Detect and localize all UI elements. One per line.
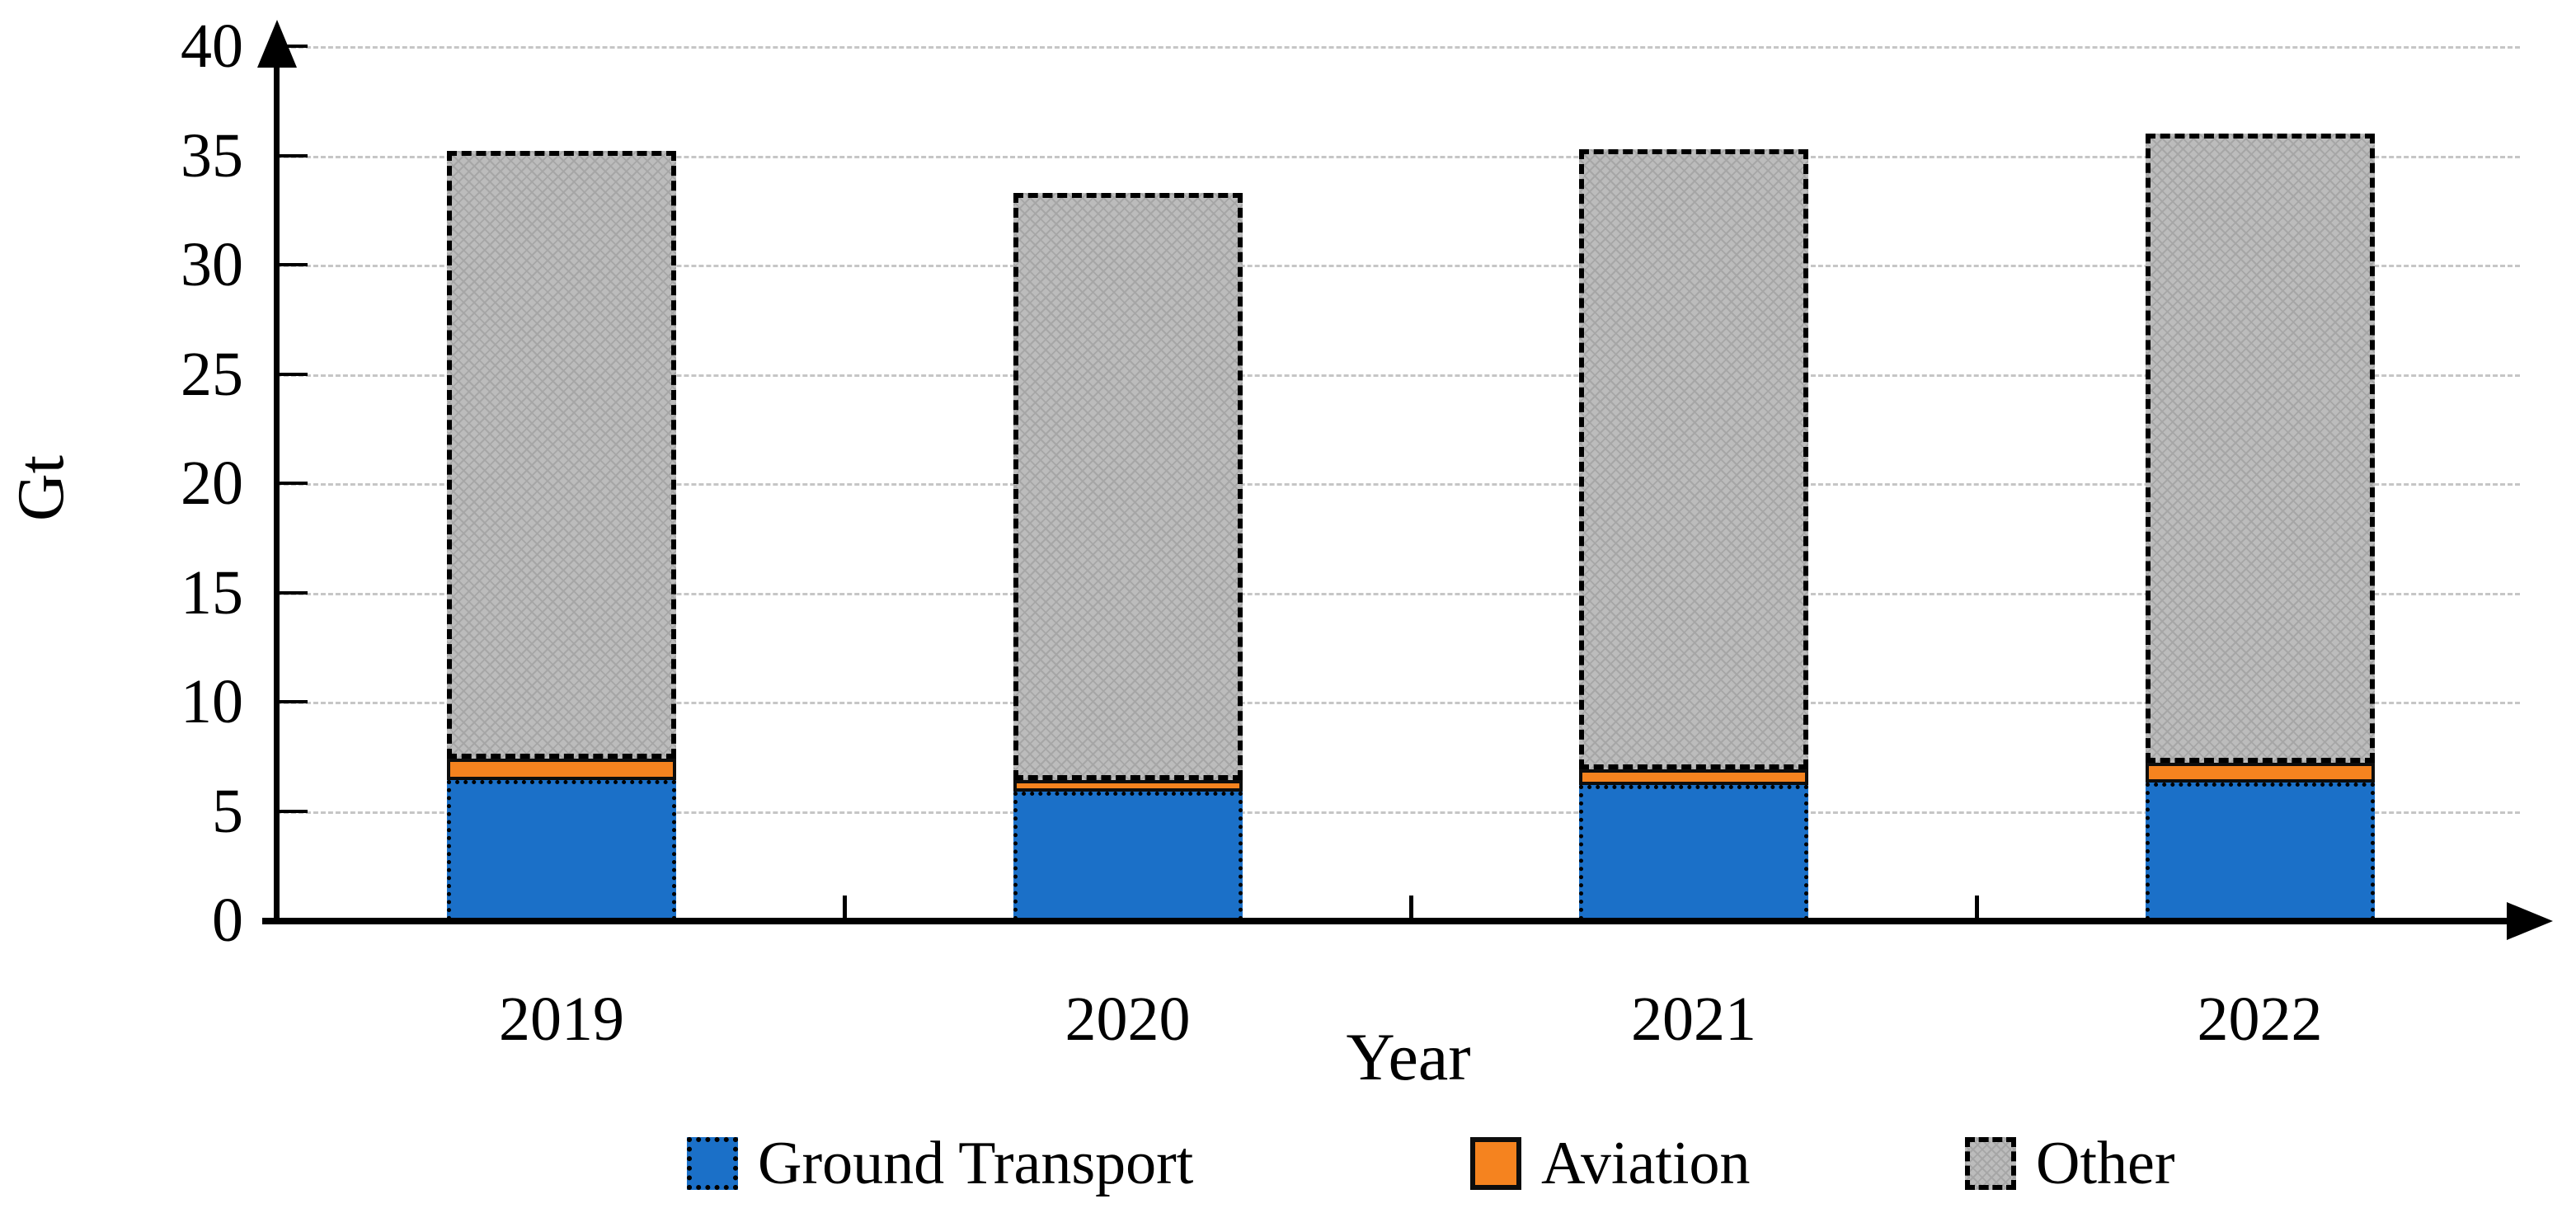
y-tick-10 <box>276 700 308 703</box>
y-tick-20 <box>276 482 308 485</box>
gridline-15 <box>276 592 2520 595</box>
legend-swatch-aviation-icon <box>1470 1137 1521 1190</box>
bar-group-2020 <box>1013 192 1243 920</box>
y-axis-line <box>274 56 280 924</box>
x-axis-separator-tick-2 <box>1408 896 1413 920</box>
y-tick-30 <box>276 263 308 266</box>
x-axis-separator-tick-3 <box>1975 896 1980 920</box>
legend-label-other: Other <box>2036 1130 2175 1197</box>
bar-segment-2021-aviation <box>1579 769 1808 785</box>
legend-item-other: Other <box>1965 1131 2175 1196</box>
bar-segment-2020-other <box>1013 192 1243 781</box>
x-axis-arrow-icon <box>2507 902 2553 940</box>
legend-swatch-other-icon <box>1965 1137 2016 1190</box>
y-tick-label-5: 5 <box>212 776 243 846</box>
y-tick-35 <box>276 153 308 157</box>
y-tick-label-40: 40 <box>181 12 243 81</box>
y-tick-label-10: 10 <box>181 667 243 736</box>
bar-segment-2020-aviation <box>1013 780 1243 792</box>
y-tick-15 <box>276 590 308 595</box>
bar-group-2019 <box>447 151 676 920</box>
bar-segment-2019-ground-transport <box>447 780 676 920</box>
legend-item-aviation: Aviation <box>1470 1131 1750 1196</box>
bar-group-2021 <box>1579 148 1808 920</box>
x-axis-line <box>262 918 2509 924</box>
bar-segment-2022-aviation <box>2145 763 2375 783</box>
x-axis-separator-tick-1 <box>843 896 848 920</box>
legend-label-aviation: Aviation <box>1541 1130 1751 1197</box>
plot-area <box>276 46 2520 920</box>
x-axis-title: Year <box>1346 1019 1471 1094</box>
gridline-20 <box>276 483 2520 486</box>
y-tick-label-15: 15 <box>181 557 243 628</box>
legend-swatch-ground-transport-icon <box>687 1137 738 1190</box>
y-tick-label-35: 35 <box>181 120 243 190</box>
gridline-35 <box>276 155 2520 158</box>
bar-segment-2021-ground-transport <box>1579 784 1808 920</box>
y-axis-title: Gt <box>5 455 78 521</box>
bar-segment-2022-ground-transport <box>2145 783 2375 920</box>
gridline-10 <box>276 702 2520 704</box>
legend-item-ground-transport: Ground Transport <box>687 1131 1193 1196</box>
bar-segment-2021-other <box>1579 148 1808 770</box>
bar-segment-2022-other <box>2145 134 2375 764</box>
y-tick-5 <box>276 809 308 813</box>
y-tick-label-30: 30 <box>181 230 243 299</box>
bar-segment-2019-aviation <box>447 758 676 781</box>
x-tick-label-2022: 2022 <box>2197 985 2323 1054</box>
gridline-5 <box>276 811 2520 814</box>
gridline-40 <box>276 46 2520 49</box>
gridline-25 <box>276 374 2520 377</box>
legend-label-ground-transport: Ground Transport <box>758 1130 1194 1197</box>
y-tick-label-20: 20 <box>181 449 243 518</box>
y-tick-40 <box>276 45 308 48</box>
x-tick-label-2019: 2019 <box>499 985 624 1054</box>
y-tick-label-25: 25 <box>181 339 243 409</box>
y-axis-arrow-icon <box>257 20 297 68</box>
y-tick-label-0: 0 <box>212 886 243 955</box>
x-tick-label-2021: 2021 <box>1631 985 1756 1054</box>
x-tick-label-2020: 2020 <box>1065 985 1191 1054</box>
gridline-30 <box>276 265 2520 267</box>
bar-group-2022 <box>2145 134 2375 920</box>
y-tick-25 <box>276 372 308 376</box>
bar-segment-2019-other <box>447 151 676 759</box>
bar-segment-2020-ground-transport <box>1013 791 1243 920</box>
